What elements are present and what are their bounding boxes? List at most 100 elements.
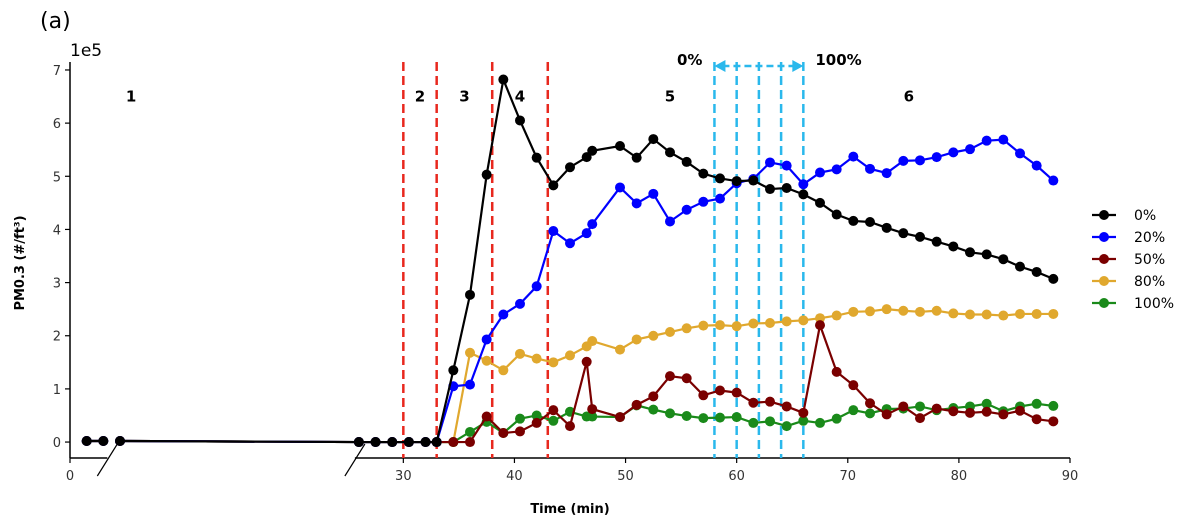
data-point [765,157,775,168]
data-point [465,347,475,358]
data-point [481,411,492,422]
data-point [1015,148,1025,159]
data-point [865,216,875,227]
legend: 0% 20% 50% 80% 100% [1092,208,1174,312]
data-point [815,320,825,331]
data-point [865,408,875,419]
data-point [731,412,742,423]
legend-marker [1099,254,1109,264]
data-point [115,435,125,446]
data-point [403,437,414,448]
data-point [898,305,909,316]
data-point [715,173,725,184]
data-point [465,426,475,437]
data-point [998,409,1009,420]
data-point [587,336,598,347]
data-point [648,391,659,402]
data-point [531,353,542,364]
y-tick-label: 7 [53,64,61,79]
data-point [931,305,942,316]
y-tick-label: 5 [53,170,61,185]
x-tick-label: 50 [617,469,634,484]
legend-label: 20% [1134,230,1165,246]
data-point [631,152,642,163]
x-tick-label: 70 [840,469,857,484]
data-point [515,115,525,126]
data-point [581,228,592,239]
data-point [498,365,509,376]
data-point [831,310,842,321]
data-point [548,180,559,191]
data-point [681,323,692,334]
data-point [1048,400,1059,411]
data-point [1048,273,1059,284]
data-point [648,188,659,199]
x-tick-label: 40 [506,469,523,484]
y-axis-label: PM0.3 (#/ft³) [13,215,28,310]
data-point [981,398,992,409]
data-point [948,308,959,319]
data-point [798,407,809,418]
data-point [1015,308,1025,319]
data-point [715,320,725,331]
phase-label-1: 1 [126,88,136,106]
data-point [815,167,825,178]
data-point [698,196,709,207]
data-point [981,406,992,417]
data-point [1031,308,1042,319]
x-tick-label: 60 [728,469,745,484]
data-point [931,152,942,163]
data-point [765,396,775,407]
data-point [465,379,475,390]
data-point [848,151,859,162]
data-point [1031,414,1042,425]
data-point [665,147,675,158]
data-point [515,413,525,424]
data-point [781,316,792,327]
data-point [648,330,659,341]
data-point [998,134,1009,145]
data-point [915,401,925,412]
series-line [119,138,1055,444]
data-point [865,306,875,317]
series-line [119,402,1054,444]
phase-label-5: 5 [665,88,675,106]
data-point [681,373,692,384]
data-point [448,437,459,448]
y-offset-label: 1e5 [70,41,102,61]
data-point [681,204,692,215]
data-point [481,169,492,180]
data-point [565,421,575,432]
data-point [481,355,492,366]
phase-label-6: 6 [904,88,914,106]
phase-label-4: 4 [515,88,525,106]
arrow-head-right [792,60,804,72]
x-tick-label: 80 [951,469,968,484]
data-point [881,409,892,420]
data-point [748,397,759,408]
data-point [587,411,598,422]
data-point [1048,175,1059,186]
data-point [681,156,692,167]
data-point [898,401,909,412]
data-point [665,327,675,338]
data-point [587,219,598,230]
y-tick-label: 4 [53,223,61,238]
data-point [998,254,1009,265]
axis-break-mark [96,443,118,477]
data-point [948,241,959,252]
data-point [731,321,742,332]
data-point [781,160,792,171]
data-point [615,182,625,193]
data-point [387,437,398,448]
phase-label-2: 2 [415,88,425,106]
data-point [781,401,792,412]
data-point [1031,398,1042,409]
data-point [648,404,659,415]
data-point [815,197,825,208]
data-point [1015,261,1025,272]
data-point [698,320,709,331]
data-point [1048,308,1059,319]
data-point [515,298,525,309]
data-point [915,155,925,166]
